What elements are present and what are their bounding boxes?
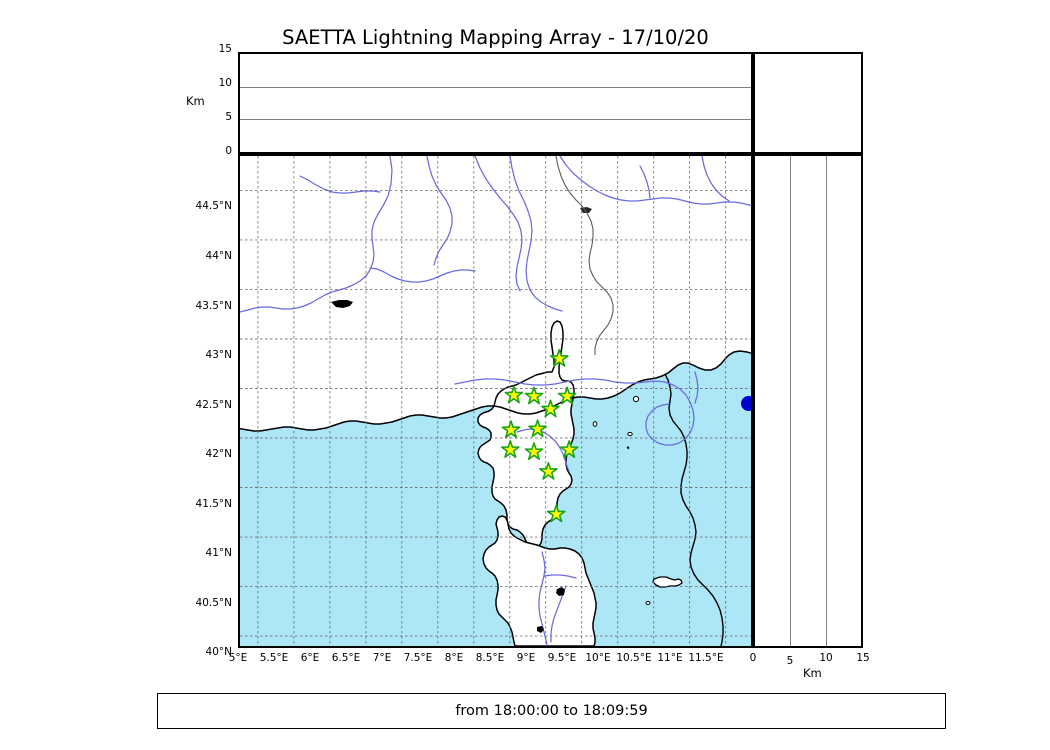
map-ytick-41_5N: 41.5°N — [195, 498, 232, 510]
top-panel-ytick-15: 15 — [218, 43, 232, 55]
map-ytick-44_5N: 44.5°N — [195, 200, 232, 212]
map-xtick-6E: 6°E — [300, 652, 320, 664]
right-panel-xlabel: Km — [803, 666, 822, 680]
map-ytick-44N: 44°N — [205, 250, 232, 262]
top-panel-ytick-5: 5 — [225, 111, 232, 123]
right-altitude-panel — [753, 154, 863, 648]
gridline-km-5 — [790, 156, 792, 646]
right-panel-xtick-5: 5 — [786, 655, 794, 667]
map-panel[interactable] — [238, 154, 753, 648]
map-ytick-41N: 41°N — [205, 547, 232, 559]
map-xtick-7E: 7°E — [372, 652, 392, 664]
map-xtick-5_5E: 5.5°E — [259, 652, 289, 664]
map-xtick-11_5E: 11.5°E — [688, 652, 724, 664]
gridline-alt-10 — [240, 86, 751, 88]
map-xtick-11E: 11°E — [657, 652, 683, 664]
gridline-km-10 — [825, 156, 827, 646]
caption-box: from 18:00:00 to 18:09:59 — [157, 693, 946, 729]
map-ytick-42N: 42°N — [205, 448, 232, 460]
gridline-alt-5 — [240, 119, 751, 121]
top-panel-ytick-10: 10 — [218, 77, 232, 89]
map-ytick-40N: 40°N — [205, 646, 232, 658]
map-ytick-43_5N: 43.5°N — [195, 300, 232, 312]
right-panel-xtick-0: 0 — [749, 652, 757, 664]
map-ytick-40_5N: 40.5°N — [195, 597, 232, 609]
top-panel-ytick-0: 0 — [225, 145, 232, 157]
map-graphic — [240, 156, 751, 646]
map-xtick-9_5E: 9.5°E — [547, 652, 577, 664]
map-xtick-10E: 10°E — [585, 652, 611, 664]
top-altitude-panel — [238, 52, 753, 154]
map-xtick-8_5E: 8.5°E — [475, 652, 505, 664]
page-title: SAETTA Lightning Mapping Array - 17/10/2… — [282, 26, 709, 49]
map-xtick-8E: 8°E — [444, 652, 464, 664]
source-point — [741, 396, 751, 411]
map-xtick-9E: 9°E — [516, 652, 536, 664]
corner-panel — [753, 52, 863, 154]
map-ytick-42_5N: 42.5°N — [195, 399, 232, 411]
map-ytick-43N: 43°N — [205, 349, 232, 361]
map-xtick-7_5E: 7.5°E — [403, 652, 433, 664]
map-xtick-6_5E: 6.5°E — [331, 652, 361, 664]
map-xtick-5E: 5°E — [228, 652, 248, 664]
caption-text: from 18:00:00 to 18:09:59 — [455, 703, 648, 719]
right-panel-xtick-15: 15 — [856, 652, 870, 664]
map-xtick-10_5E: 10.5°E — [616, 652, 652, 664]
top-panel-ylabel: Km — [186, 94, 205, 108]
right-panel-xtick-10: 10 — [819, 652, 833, 664]
